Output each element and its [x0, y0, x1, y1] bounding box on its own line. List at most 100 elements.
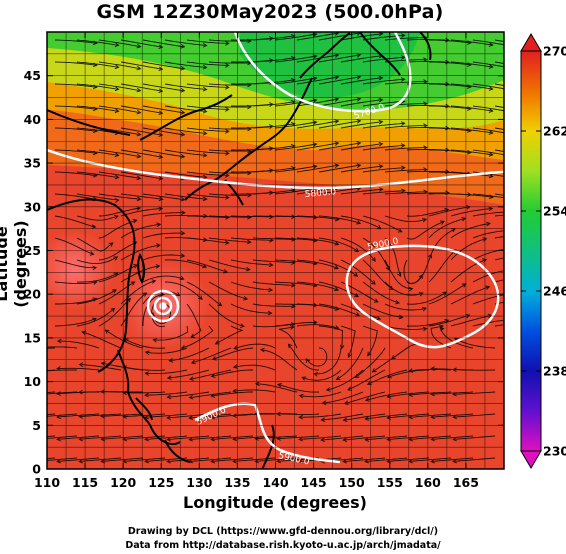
streamline: [120, 292, 147, 327]
streamline-arrowhead: [378, 75, 384, 81]
map-title: GSM 12Z30May2023 (500.0hPa): [96, 1, 444, 23]
streamline: [186, 149, 229, 154]
streamline: [472, 211, 504, 217]
streamline-arrowhead: [509, 247, 513, 251]
streamline: [406, 254, 432, 285]
streamline: [142, 193, 185, 201]
streamline-arrowhead: [158, 66, 164, 72]
streamline: [54, 61, 97, 66]
streamline-arrowhead: [339, 344, 345, 350]
streamline-arrowhead: [158, 176, 164, 181]
streamline: [255, 383, 298, 393]
streamline-arrowhead: [400, 77, 406, 82]
streamline-arrowhead: [334, 97, 340, 102]
streamline: [260, 349, 298, 371]
streamline: [230, 215, 274, 218]
streamline: [208, 39, 252, 42]
streamline: [450, 83, 493, 90]
streamline-arrowhead: [298, 393, 304, 399]
streamline: [384, 103, 427, 107]
streamline: [343, 435, 386, 441]
streamline: [76, 171, 119, 179]
streamline-arrowhead: [259, 347, 265, 353]
streamline: [387, 413, 430, 419]
streamline-arrowhead: [511, 154, 515, 158]
streamline-arrowhead: [423, 101, 428, 106]
streamline: [384, 81, 427, 85]
streamline: [76, 272, 118, 283]
streamline: [142, 39, 185, 48]
streamline-arrowhead: [92, 265, 98, 271]
streamline-arrowhead: [114, 42, 120, 48]
streamline: [428, 217, 466, 239]
streamline-arrowhead: [276, 383, 282, 388]
streamline: [362, 122, 405, 129]
streamline-arrowhead: [56, 436, 61, 442]
streamline: [47, 391, 78, 395]
streamline: [472, 230, 504, 239]
streamline-arrowhead: [364, 397, 370, 402]
streamline-arrowhead: [488, 64, 494, 69]
streamline: [101, 413, 144, 417]
streamline-arrowhead: [312, 98, 318, 103]
streamline-arrowhead: [482, 258, 488, 263]
streamline-arrowhead: [298, 414, 303, 420]
streamline-arrowhead: [342, 417, 348, 423]
streamline: [208, 215, 252, 218]
streamline-arrowhead: [156, 243, 161, 248]
streamline-arrowhead: [452, 436, 457, 442]
streamline: [450, 149, 493, 156]
streamline: [208, 171, 252, 174]
streamline: [362, 78, 405, 85]
streamline: [54, 259, 97, 269]
streamline: [362, 259, 394, 290]
streamline: [384, 191, 427, 195]
streamline-arrowhead: [202, 196, 208, 202]
streamline: [277, 413, 320, 415]
streamline-arrowhead: [180, 66, 186, 71]
streamline-arrowhead: [291, 237, 296, 242]
streamline-arrowhead: [388, 285, 394, 290]
streamline: [274, 165, 317, 173]
streamline-arrowhead: [488, 42, 494, 47]
streamline-arrowhead: [452, 391, 457, 397]
streamline: [76, 39, 119, 46]
streamline-arrowhead: [408, 286, 414, 292]
streamline-arrowhead: [397, 272, 402, 278]
streamline: [321, 435, 364, 441]
contour-typhoon-outer: [146, 289, 180, 323]
streamline: [472, 149, 504, 156]
streamline-arrowhead: [78, 414, 83, 419]
streamline: [365, 391, 408, 401]
streamline-arrowhead: [13, 415, 17, 419]
streamline: [208, 259, 250, 271]
streamline-arrowhead: [132, 218, 138, 224]
streamline: [340, 188, 383, 195]
streamline-arrowhead: [364, 458, 369, 464]
streamline: [494, 149, 504, 152]
streamline-arrowhead: [354, 373, 360, 379]
streamline: [340, 99, 383, 107]
streamline-arrowhead: [142, 292, 148, 297]
streamline: [340, 165, 383, 173]
streamline-arrowhead: [423, 57, 428, 62]
streamline-arrowhead: [397, 228, 403, 233]
streamline-arrowhead: [342, 437, 348, 443]
streamline: [305, 347, 328, 367]
streamline-arrowhead: [400, 33, 406, 38]
streamline-arrowhead: [511, 110, 515, 114]
streamline-arrowhead: [487, 313, 493, 319]
streamline: [101, 457, 144, 462]
lat-lon-grid: [47, 32, 504, 469]
streamline-arrowhead: [180, 345, 186, 350]
streamline: [428, 314, 470, 327]
streamline-arrowhead: [13, 393, 17, 397]
streamline: [318, 76, 361, 85]
streamline-arrowhead: [439, 326, 445, 332]
streamline: [167, 369, 210, 379]
streamline: [296, 324, 339, 329]
streamline: [164, 171, 207, 178]
streamline: [296, 281, 339, 291]
streamline-arrowhead: [276, 436, 281, 441]
streamline: [54, 171, 97, 177]
